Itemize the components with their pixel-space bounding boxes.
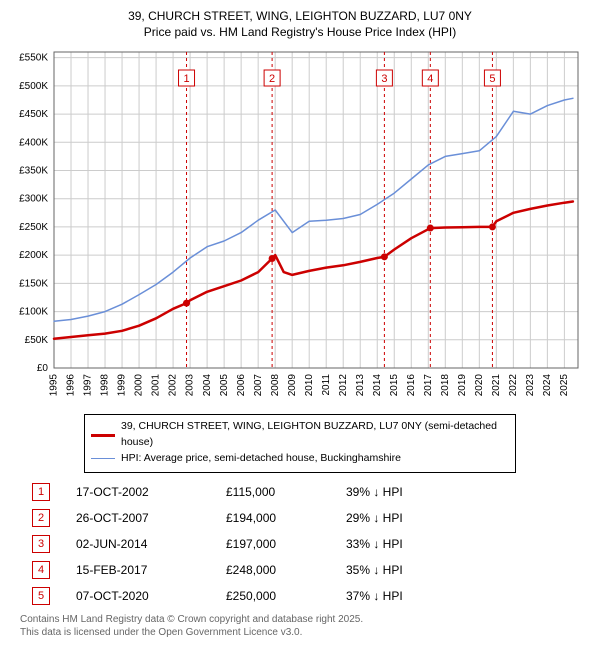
svg-text:2005: 2005 [219, 374, 230, 397]
sale-price: £248,000 [226, 563, 346, 577]
sale-price: £197,000 [226, 537, 346, 551]
sale-marker-chip: 3 [32, 535, 50, 553]
footer: Contains HM Land Registry data © Crown c… [20, 613, 590, 640]
svg-text:2025: 2025 [559, 374, 570, 397]
sale-marker-chip: 2 [32, 509, 50, 527]
svg-text:2004: 2004 [202, 374, 213, 397]
svg-text:2016: 2016 [406, 374, 417, 397]
svg-text:2001: 2001 [151, 374, 162, 397]
svg-text:2002: 2002 [168, 374, 179, 397]
sale-row: 3 02-JUN-2014£197,00033% ↓ HPI [32, 535, 590, 553]
sale-row: 2 26-OCT-2007£194,00029% ↓ HPI [32, 509, 590, 527]
svg-text:2011: 2011 [321, 374, 332, 396]
sale-marker-chip: 1 [32, 483, 50, 501]
legend-label: 39, CHURCH STREET, WING, LEIGHTON BUZZAR… [121, 419, 509, 451]
svg-text:1997: 1997 [83, 374, 94, 397]
svg-text:2015: 2015 [389, 374, 400, 397]
svg-text:2023: 2023 [525, 374, 536, 397]
sale-marker-chip: 4 [32, 561, 50, 579]
sale-row: 1 17-OCT-2002£115,00039% ↓ HPI [32, 483, 590, 501]
page-container: 39, CHURCH STREET, WING, LEIGHTON BUZZAR… [0, 0, 600, 650]
svg-text:£350K: £350K [19, 166, 48, 177]
svg-text:2006: 2006 [236, 374, 247, 397]
svg-text:2013: 2013 [355, 374, 366, 397]
svg-text:2012: 2012 [338, 374, 349, 397]
sale-row: 5 07-OCT-2020£250,00037% ↓ HPI [32, 587, 590, 605]
svg-text:2007: 2007 [253, 374, 264, 397]
svg-text:£500K: £500K [19, 81, 48, 92]
sale-diff: 39% ↓ HPI [346, 485, 466, 499]
svg-text:4: 4 [427, 73, 433, 85]
chart-title: 39, CHURCH STREET, WING, LEIGHTON BUZZAR… [10, 8, 590, 40]
sale-price: £115,000 [226, 485, 346, 499]
svg-text:2019: 2019 [457, 374, 468, 397]
svg-text:£400K: £400K [19, 138, 48, 149]
svg-text:2020: 2020 [474, 374, 485, 397]
svg-text:1995: 1995 [49, 374, 60, 397]
title-line2: Price paid vs. HM Land Registry's House … [10, 24, 590, 40]
svg-text:£200K: £200K [19, 251, 48, 262]
sale-marker-chip: 5 [32, 587, 50, 605]
svg-text:£150K: £150K [19, 279, 48, 290]
svg-text:2014: 2014 [372, 374, 383, 397]
svg-text:£250K: £250K [19, 222, 48, 233]
svg-text:2: 2 [269, 73, 275, 85]
svg-text:2017: 2017 [423, 374, 434, 397]
svg-text:1998: 1998 [100, 374, 111, 397]
svg-text:2000: 2000 [134, 374, 145, 397]
sales-table: 1 17-OCT-2002£115,00039% ↓ HPI 2 26-OCT-200… [32, 483, 590, 605]
svg-text:£450K: £450K [19, 109, 48, 120]
legend-label: HPI: Average price, semi-detached house,… [121, 451, 401, 467]
svg-text:2003: 2003 [185, 374, 196, 397]
sale-diff: 33% ↓ HPI [346, 537, 466, 551]
svg-text:1: 1 [183, 73, 189, 85]
svg-text:2018: 2018 [440, 374, 451, 397]
legend-item-price-paid: 39, CHURCH STREET, WING, LEIGHTON BUZZAR… [91, 419, 509, 451]
title-line1: 39, CHURCH STREET, WING, LEIGHTON BUZZAR… [10, 8, 590, 24]
sale-date: 02-JUN-2014 [76, 537, 226, 551]
sale-date: 17-OCT-2002 [76, 485, 226, 499]
sale-date: 15-FEB-2017 [76, 563, 226, 577]
footer-line1: Contains HM Land Registry data © Crown c… [20, 613, 590, 627]
sale-date: 26-OCT-2007 [76, 511, 226, 525]
svg-text:£550K: £550K [19, 53, 48, 64]
svg-text:2024: 2024 [542, 374, 553, 397]
svg-text:2008: 2008 [270, 374, 281, 397]
svg-text:£100K: £100K [19, 307, 48, 318]
svg-text:2009: 2009 [287, 374, 298, 397]
footer-line2: This data is licensed under the Open Gov… [20, 626, 590, 640]
sale-diff: 35% ↓ HPI [346, 563, 466, 577]
legend-swatch-blue [91, 458, 115, 459]
chart-svg: £0 £50K £100K £150K £200K £250K £300K £350K £400… [10, 46, 590, 406]
svg-text:3: 3 [381, 73, 387, 85]
svg-text:£50K: £50K [25, 335, 49, 346]
sale-row: 4 15-FEB-2017£248,00035% ↓ HPI [32, 561, 590, 579]
sale-date: 07-OCT-2020 [76, 589, 226, 603]
legend: 39, CHURCH STREET, WING, LEIGHTON BUZZAR… [84, 414, 516, 472]
chart-area: £0 £50K £100K £150K £200K £250K £300K £350K £400… [10, 46, 590, 406]
sale-price: £250,000 [226, 589, 346, 603]
svg-text:2021: 2021 [491, 374, 502, 397]
svg-text:1996: 1996 [66, 374, 77, 397]
legend-swatch-red [91, 434, 115, 437]
svg-text:£0: £0 [37, 363, 49, 374]
svg-text:2022: 2022 [508, 374, 519, 397]
legend-item-hpi: HPI: Average price, semi-detached house,… [91, 451, 509, 467]
svg-text:2010: 2010 [304, 374, 315, 397]
sale-price: £194,000 [226, 511, 346, 525]
sale-diff: 37% ↓ HPI [346, 589, 466, 603]
svg-text:£300K: £300K [19, 194, 48, 205]
svg-text:1999: 1999 [117, 374, 128, 397]
svg-text:5: 5 [489, 73, 495, 85]
sale-diff: 29% ↓ HPI [346, 511, 466, 525]
